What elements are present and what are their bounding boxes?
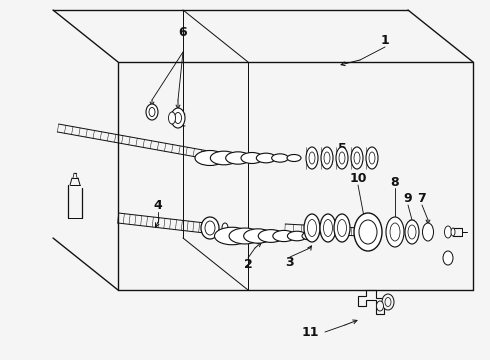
Ellipse shape bbox=[382, 294, 394, 310]
Ellipse shape bbox=[422, 223, 434, 241]
Ellipse shape bbox=[169, 112, 175, 124]
Ellipse shape bbox=[171, 108, 185, 128]
Ellipse shape bbox=[320, 214, 336, 242]
Ellipse shape bbox=[408, 225, 416, 239]
Text: 1: 1 bbox=[381, 33, 390, 46]
Ellipse shape bbox=[146, 104, 158, 120]
Ellipse shape bbox=[444, 226, 451, 238]
Ellipse shape bbox=[215, 227, 249, 245]
Ellipse shape bbox=[334, 214, 350, 242]
Ellipse shape bbox=[222, 223, 228, 233]
Ellipse shape bbox=[256, 153, 276, 163]
Ellipse shape bbox=[339, 152, 345, 164]
Ellipse shape bbox=[302, 232, 318, 240]
Ellipse shape bbox=[338, 220, 346, 237]
Ellipse shape bbox=[354, 152, 360, 164]
Text: 7: 7 bbox=[417, 192, 426, 204]
Ellipse shape bbox=[323, 220, 333, 237]
Ellipse shape bbox=[376, 301, 384, 311]
Ellipse shape bbox=[321, 147, 333, 169]
Ellipse shape bbox=[443, 251, 453, 265]
Text: 2: 2 bbox=[244, 258, 252, 271]
Ellipse shape bbox=[366, 147, 378, 169]
Ellipse shape bbox=[308, 220, 317, 237]
Ellipse shape bbox=[241, 153, 263, 163]
Ellipse shape bbox=[336, 147, 348, 169]
Text: 5: 5 bbox=[338, 141, 346, 154]
Ellipse shape bbox=[386, 217, 404, 247]
Text: 11: 11 bbox=[301, 325, 319, 338]
Ellipse shape bbox=[369, 152, 375, 164]
Ellipse shape bbox=[287, 154, 301, 162]
Ellipse shape bbox=[359, 220, 377, 244]
Ellipse shape bbox=[226, 152, 250, 164]
Ellipse shape bbox=[205, 221, 215, 235]
Ellipse shape bbox=[273, 230, 295, 242]
Ellipse shape bbox=[244, 229, 272, 243]
Text: 9: 9 bbox=[404, 192, 412, 204]
Ellipse shape bbox=[351, 147, 363, 169]
Ellipse shape bbox=[306, 147, 318, 169]
Text: 8: 8 bbox=[391, 176, 399, 189]
Text: 10: 10 bbox=[349, 171, 367, 185]
Ellipse shape bbox=[405, 220, 419, 244]
Ellipse shape bbox=[304, 214, 320, 242]
Ellipse shape bbox=[195, 150, 225, 166]
Ellipse shape bbox=[324, 152, 330, 164]
Text: 3: 3 bbox=[286, 256, 294, 269]
Ellipse shape bbox=[201, 217, 219, 239]
Ellipse shape bbox=[258, 230, 284, 242]
Text: 4: 4 bbox=[154, 198, 162, 212]
Text: 6: 6 bbox=[179, 26, 187, 39]
Ellipse shape bbox=[288, 231, 307, 241]
Ellipse shape bbox=[309, 152, 315, 164]
Ellipse shape bbox=[451, 228, 455, 236]
Ellipse shape bbox=[210, 151, 238, 165]
Ellipse shape bbox=[149, 108, 155, 117]
Ellipse shape bbox=[271, 154, 288, 162]
Ellipse shape bbox=[385, 297, 391, 306]
Ellipse shape bbox=[354, 213, 382, 251]
Ellipse shape bbox=[174, 112, 181, 123]
Ellipse shape bbox=[390, 223, 400, 241]
Ellipse shape bbox=[229, 228, 261, 244]
